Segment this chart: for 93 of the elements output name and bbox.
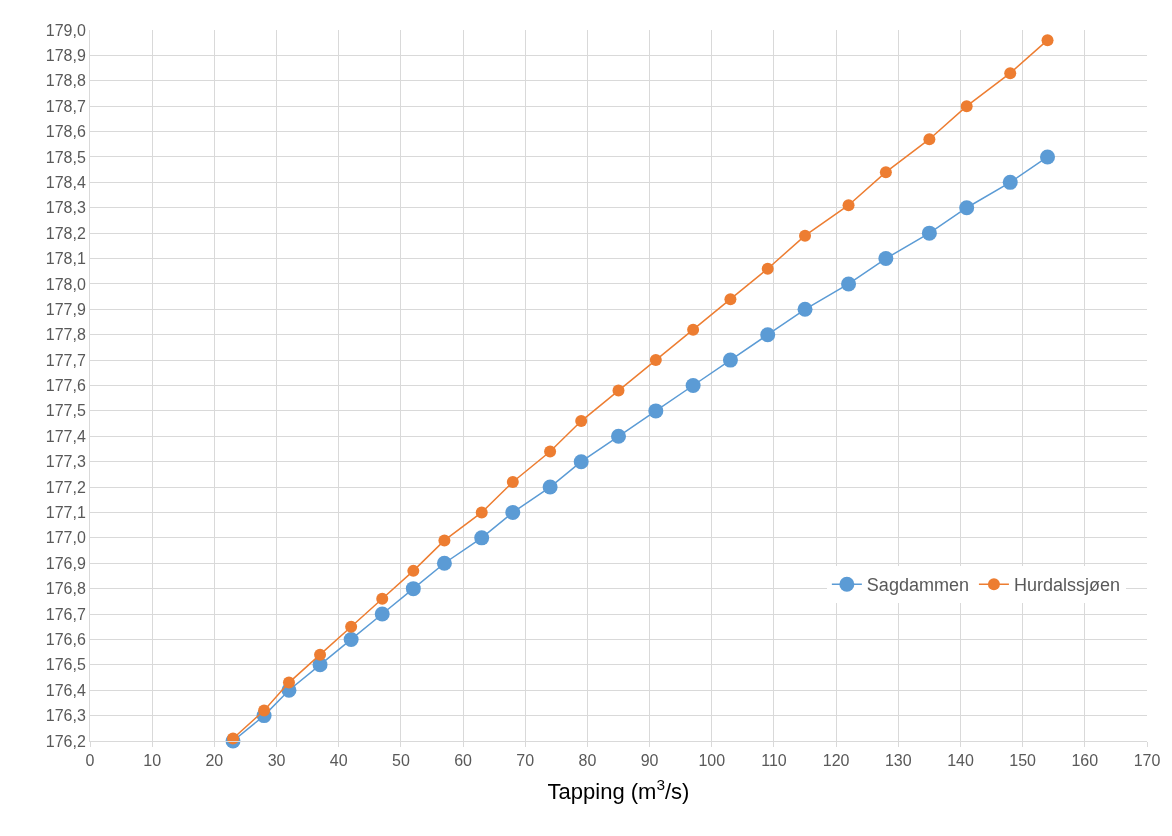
point [1002,174,1018,190]
legend-label: Sagdammen [866,575,969,596]
y-tick-label: 178,6 [45,123,86,141]
x-tick-label: 0 [85,752,95,770]
x-tick-label: 50 [391,752,410,770]
point [761,262,774,275]
x-tick-label: 100 [698,752,726,770]
y-tick-label: 177,3 [45,453,86,471]
y-tick-label: 178,8 [45,72,86,90]
point [345,620,358,633]
legend-label: Hurdalssjøen [1013,575,1120,596]
x-tick-label: 70 [516,752,535,770]
y-tick-label: 178,5 [45,148,86,166]
point [343,631,359,647]
point [474,530,490,546]
y-tick-label: 177,0 [45,529,86,547]
point [436,555,452,571]
point [842,199,855,212]
point [687,323,700,336]
y-tick-label: 177,9 [45,300,86,318]
y-tick-label: 177,8 [45,326,86,344]
x-tick-label: 80 [578,752,597,770]
x-tick-label: 120 [822,752,850,770]
point [879,166,892,179]
point [314,648,327,661]
y-tick-label: 179,0 [45,21,86,39]
y-tick-label: 177,7 [45,351,86,369]
y-tick-label: 176,9 [45,554,86,572]
point [960,100,973,113]
point [1004,67,1017,80]
point [1041,34,1054,47]
x-tick-label: 110 [761,752,787,770]
x-tick-label: 90 [640,752,659,770]
x-tick-label: 140 [947,752,974,770]
point [724,293,737,306]
x-tick-label: 10 [143,752,162,770]
y-tick-label: 176,3 [45,707,86,725]
x-axis-title: Tapping (m$^{3}$/s) [547,775,690,805]
point [611,428,626,444]
point [841,276,857,292]
point [475,506,488,519]
x-tick-label: 60 [454,752,473,770]
y-tick-label: 176,7 [45,605,86,623]
y-tick-label: 176,4 [45,681,86,699]
y-tick-label: 176,6 [45,631,86,649]
point [282,676,295,689]
point [685,378,701,393]
x-tick-label: 20 [205,752,224,770]
y-tick-label: 176,5 [45,656,86,674]
point [258,704,271,717]
point [722,352,738,368]
y-tick-label: 176,2 [45,732,86,750]
y-tick-label: 177,1 [45,504,86,522]
point [923,133,936,146]
point [438,534,451,547]
x-tick-label: 160 [1071,752,1099,770]
point [376,592,389,605]
point [407,564,420,577]
point [374,606,390,622]
point [797,301,813,317]
y-tick-label: 178,1 [45,250,86,268]
x-tick-label: 40 [329,752,348,770]
y-tick-label: 177,6 [45,377,86,395]
y-tick-label: 177,4 [45,427,86,445]
y-tick-label: 178,3 [45,199,86,217]
point [405,581,421,597]
point [648,403,664,419]
point [878,251,894,267]
y-tick-label: 177,5 [45,402,86,420]
y-tick-label: 176,8 [45,580,86,598]
point [542,479,558,495]
point [760,327,776,343]
x-tick-label: 30 [267,752,286,770]
x-tick-label: 150 [1009,752,1037,770]
point [959,200,975,216]
y-tick-label: 178,7 [45,97,86,115]
point [544,445,557,458]
y-tick-label: 178,0 [45,275,86,293]
point [612,384,625,397]
point [649,354,662,367]
point [573,454,589,470]
point [575,415,588,428]
point [505,504,521,520]
y-tick-label: 177,2 [45,478,86,496]
y-tick-label: 178,9 [45,46,86,64]
point [506,475,519,488]
x-tick-label: 170 [1133,752,1161,770]
y-tick-label: 178,2 [45,224,86,242]
point [921,225,937,241]
x-tick-label: 130 [884,752,912,770]
y-tick-label: 178,4 [45,173,86,191]
point [1040,149,1056,165]
point [799,229,812,242]
